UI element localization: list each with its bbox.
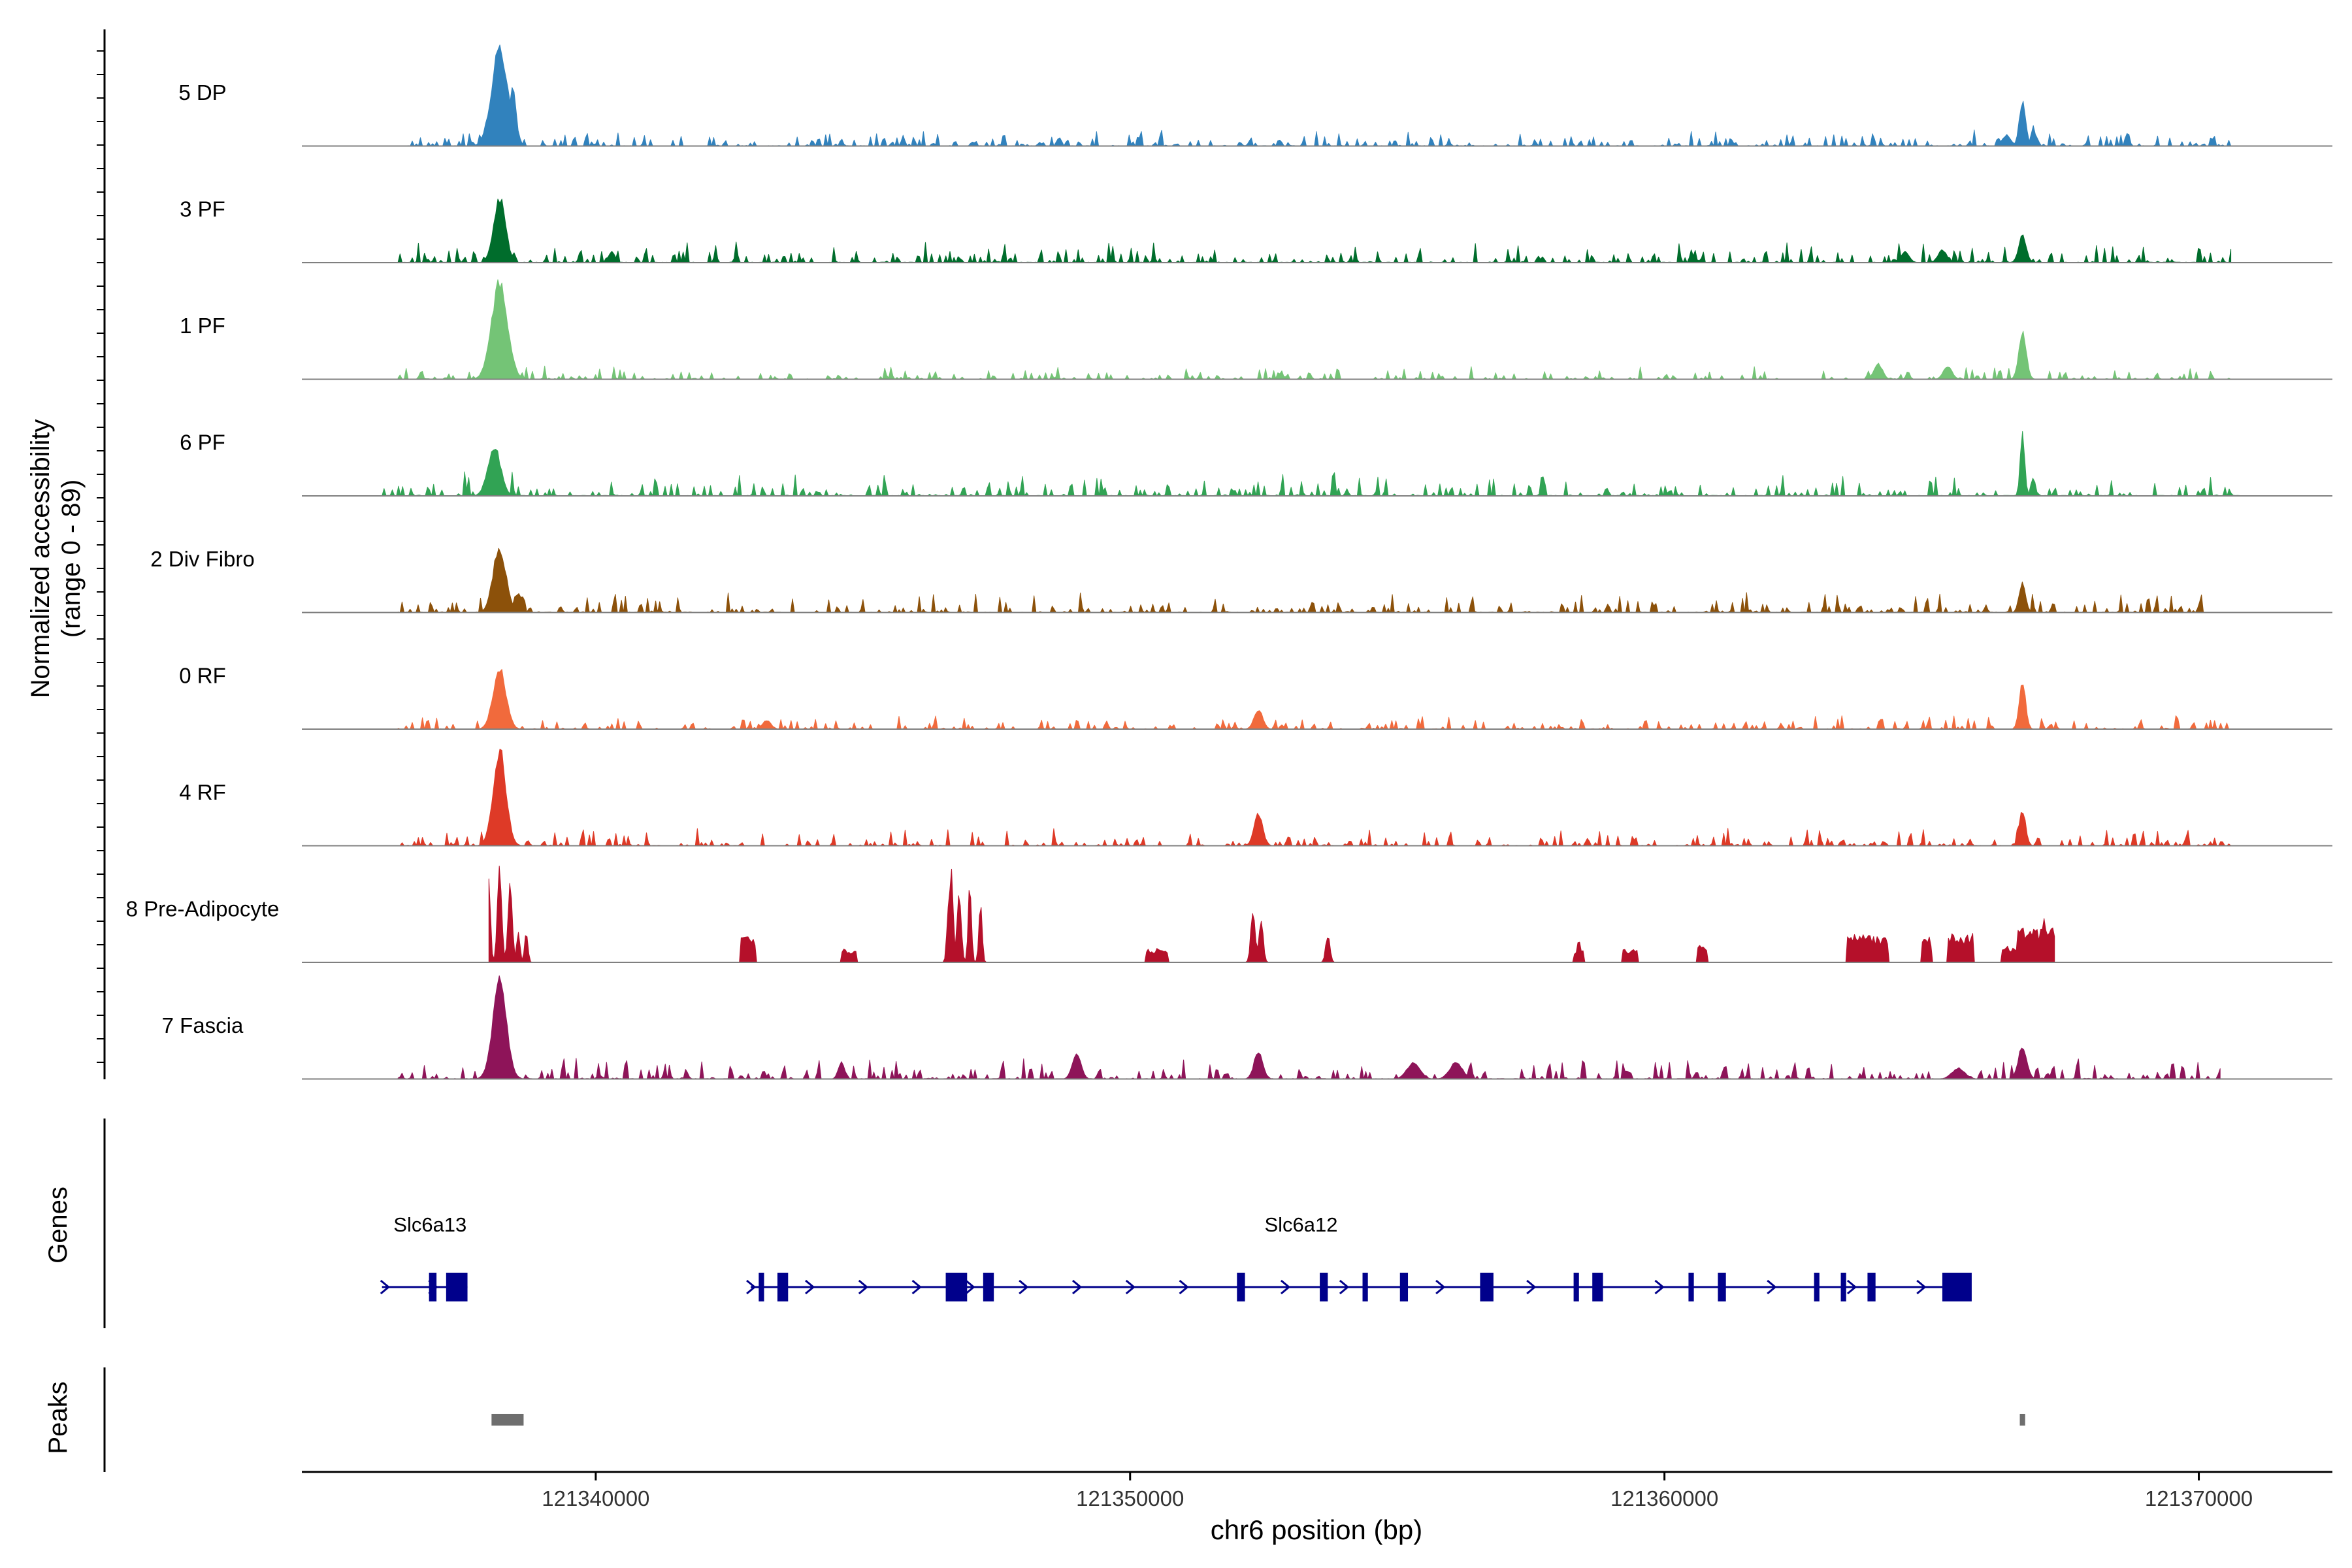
strand-arrow xyxy=(1179,1279,1189,1295)
track-label: 1 PF xyxy=(180,314,225,338)
exon xyxy=(759,1273,764,1301)
track-signal xyxy=(397,44,2232,146)
track-label: 3 PF xyxy=(180,197,225,221)
strand-arrow xyxy=(1071,1279,1083,1295)
track-8: 8 Pre-Adipocyte xyxy=(126,866,2332,963)
y-axis-title-line2: (range 0 - 89) xyxy=(57,480,86,638)
exon xyxy=(777,1273,789,1301)
track-label: 8 Pre-Adipocyte xyxy=(126,897,280,921)
strand-arrow xyxy=(805,1279,815,1295)
track-label: 0 RF xyxy=(179,664,226,688)
exon xyxy=(1840,1273,1846,1301)
gene-slc6a12: Slc6a12 xyxy=(746,1213,1972,1301)
track-4: 6 PF xyxy=(180,431,2332,497)
track-6: 0 RF xyxy=(179,664,2332,730)
track-7: 4 RF xyxy=(179,749,2332,847)
exon xyxy=(983,1273,994,1301)
exon xyxy=(1362,1273,1368,1301)
track-signal xyxy=(397,199,2232,263)
track-label: 5 DP xyxy=(178,80,226,105)
strand-arrow xyxy=(1339,1279,1350,1295)
strand-arrow xyxy=(1526,1279,1537,1295)
peak-region xyxy=(491,1414,524,1426)
strand-arrow xyxy=(746,1279,757,1295)
exon xyxy=(1814,1273,1820,1301)
exon xyxy=(1320,1273,1328,1301)
coverage-y-ticks xyxy=(97,50,105,1063)
strand-arrow xyxy=(965,1279,975,1295)
exon xyxy=(1688,1273,1694,1301)
strand-arrow xyxy=(1019,1279,1029,1295)
gene-label: Slc6a13 xyxy=(393,1213,466,1236)
track-label: 4 RF xyxy=(179,780,226,804)
strand-arrow xyxy=(1280,1279,1291,1295)
exon xyxy=(1399,1273,1409,1301)
track-signal xyxy=(397,279,2232,380)
track-1: 5 DP xyxy=(178,44,2332,147)
track-3: 1 PF xyxy=(180,279,2332,380)
strand-arrow xyxy=(380,1279,391,1295)
track-signal xyxy=(488,866,2055,963)
strand-arrow xyxy=(1767,1279,1777,1295)
gene-slc6a13: Slc6a13 xyxy=(380,1213,468,1301)
strand-arrow xyxy=(1846,1279,1857,1295)
exon xyxy=(945,1273,968,1301)
strand-arrow xyxy=(1916,1279,1927,1295)
track-signal xyxy=(397,669,2232,730)
gene-label: Slc6a12 xyxy=(1264,1213,1337,1236)
x-axis-title: chr6 position (bp) xyxy=(1211,1514,1423,1545)
exon xyxy=(1592,1273,1603,1301)
exon xyxy=(1573,1273,1579,1301)
track-9: 7 Fascia xyxy=(162,975,2332,1080)
peak-region xyxy=(2019,1414,2025,1426)
genes-panel-label: Genes xyxy=(44,1186,73,1264)
track-2: 3 PF xyxy=(180,197,2332,263)
exon xyxy=(1237,1273,1245,1301)
x-tick-label: 121360000 xyxy=(1610,1486,1718,1511)
exon xyxy=(446,1273,468,1301)
x-axis-ticks: 121340000 121350000 121360000 121370000 xyxy=(542,1472,2253,1511)
strand-arrow xyxy=(858,1279,869,1295)
x-tick-label: 121370000 xyxy=(2145,1486,2253,1511)
exon xyxy=(1867,1273,1876,1301)
track-signal xyxy=(382,431,2242,497)
exon xyxy=(1480,1273,1494,1301)
strand-arrow xyxy=(1125,1279,1136,1295)
strand-arrow xyxy=(1435,1279,1446,1295)
strand-arrow xyxy=(1654,1279,1665,1295)
exon xyxy=(429,1273,437,1301)
coverage-tracks: 5 DP 3 PF 1 PF 6 PF 2 Div Fibro 0 RF 4 RF 8 Pre… xyxy=(126,44,2332,1080)
exon xyxy=(1942,1273,1972,1301)
track-label: 2 Div Fibro xyxy=(150,547,255,571)
peak-regions xyxy=(491,1414,2025,1426)
track-signal xyxy=(397,547,2210,613)
peaks-panel-label: Peaks xyxy=(44,1381,73,1454)
track-signal xyxy=(397,975,2221,1079)
track-label: 6 PF xyxy=(180,431,225,455)
x-tick-label: 121340000 xyxy=(542,1486,649,1511)
track-signal xyxy=(397,749,2232,846)
x-tick-label: 121350000 xyxy=(1076,1486,1184,1511)
track-label: 7 Fascia xyxy=(162,1013,244,1037)
exon xyxy=(1718,1273,1726,1301)
gene-annotations: Slc6a13 Slc6a12 xyxy=(380,1213,1972,1301)
track-5: 2 Div Fibro xyxy=(150,547,2332,613)
strand-arrow xyxy=(911,1279,922,1295)
y-axis-title-line1: Normalized accessibility xyxy=(26,419,55,698)
